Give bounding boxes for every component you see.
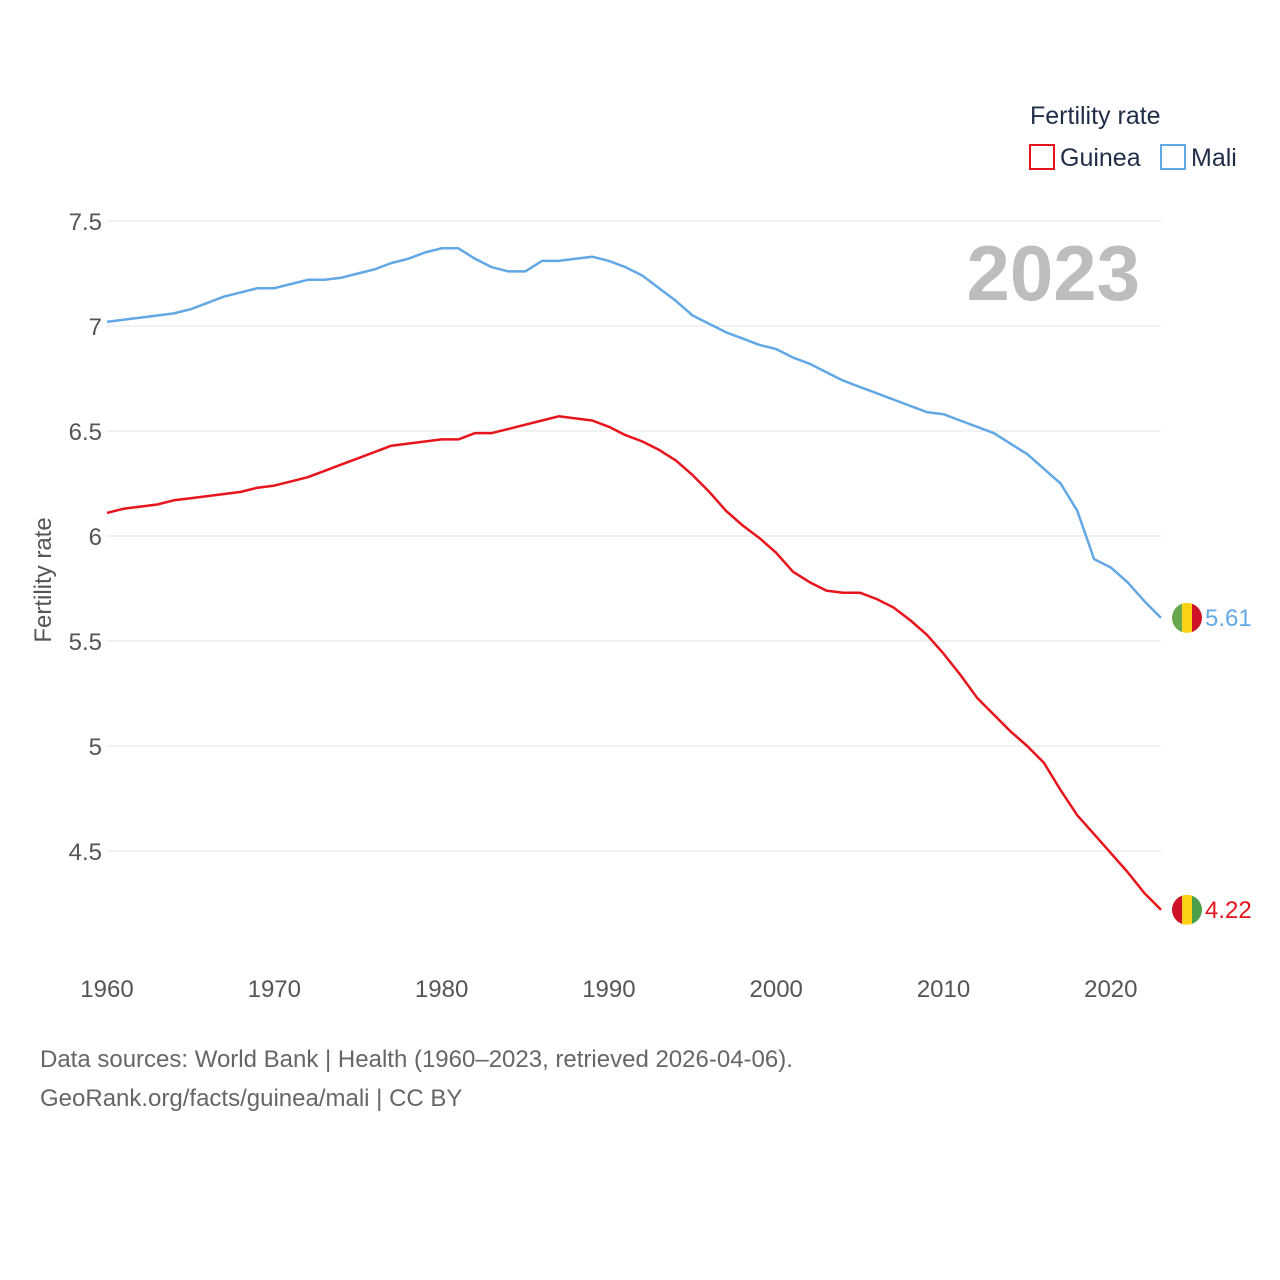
- end-value-label-mali: 5.61: [1205, 605, 1252, 632]
- series-line-guinea[interactable]: [106, 415, 1162, 911]
- y-tick-label: 5: [89, 734, 102, 761]
- y-axis-title: Fertility rate: [30, 517, 57, 642]
- y-tick-labels: 4.5 5 5.5 6 6.5 7 7.5: [69, 209, 102, 866]
- y-tick-label: 7: [89, 314, 102, 341]
- y-tick-label: 5.5: [69, 629, 102, 656]
- series-lines: [106, 247, 1162, 911]
- footer-sources: Data sources: World Bank | Health (1960–…: [40, 1046, 793, 1073]
- x-tick-labels: 1960 1970 1980 1990 2000 2010 2020: [80, 976, 1137, 1003]
- grid-lines: [107, 220, 1161, 852]
- legend-label-guinea[interactable]: Guinea: [1060, 144, 1141, 172]
- x-tick-label: 1960: [80, 976, 133, 1003]
- y-tick-label: 6: [89, 524, 102, 551]
- x-tick-label: 1990: [582, 976, 635, 1003]
- y-tick-label: 7.5: [69, 209, 102, 236]
- x-tick-label: 1980: [415, 976, 468, 1003]
- legend-swatch-mali[interactable]: [1160, 144, 1186, 170]
- x-tick-label: 2020: [1084, 976, 1137, 1003]
- series-line-mali[interactable]: [106, 247, 1162, 619]
- footer-credit: GeoRank.org/facts/guinea/mali | CC BY: [40, 1085, 463, 1112]
- x-tick-label: 2000: [750, 976, 803, 1003]
- y-tick-label: 6.5: [69, 419, 102, 446]
- legend-title: Fertility rate: [1030, 102, 1161, 130]
- x-tick-label: 2010: [917, 976, 970, 1003]
- y-tick-label: 4.5: [69, 839, 102, 866]
- flag-marker-guinea[interactable]: [1172, 894, 1203, 925]
- flag-marker-mali[interactable]: [1172, 602, 1203, 633]
- end-value-label-guinea: 4.22: [1205, 897, 1252, 924]
- legend-swatch-guinea[interactable]: [1029, 144, 1055, 170]
- legend: Fertility rate Guinea Mali: [1029, 102, 1237, 172]
- end-markers: 4.22 5.61: [1172, 602, 1252, 925]
- x-tick-label: 1970: [248, 976, 301, 1003]
- year-stamp: 2023: [966, 229, 1140, 317]
- legend-label-mali[interactable]: Mali: [1191, 144, 1237, 172]
